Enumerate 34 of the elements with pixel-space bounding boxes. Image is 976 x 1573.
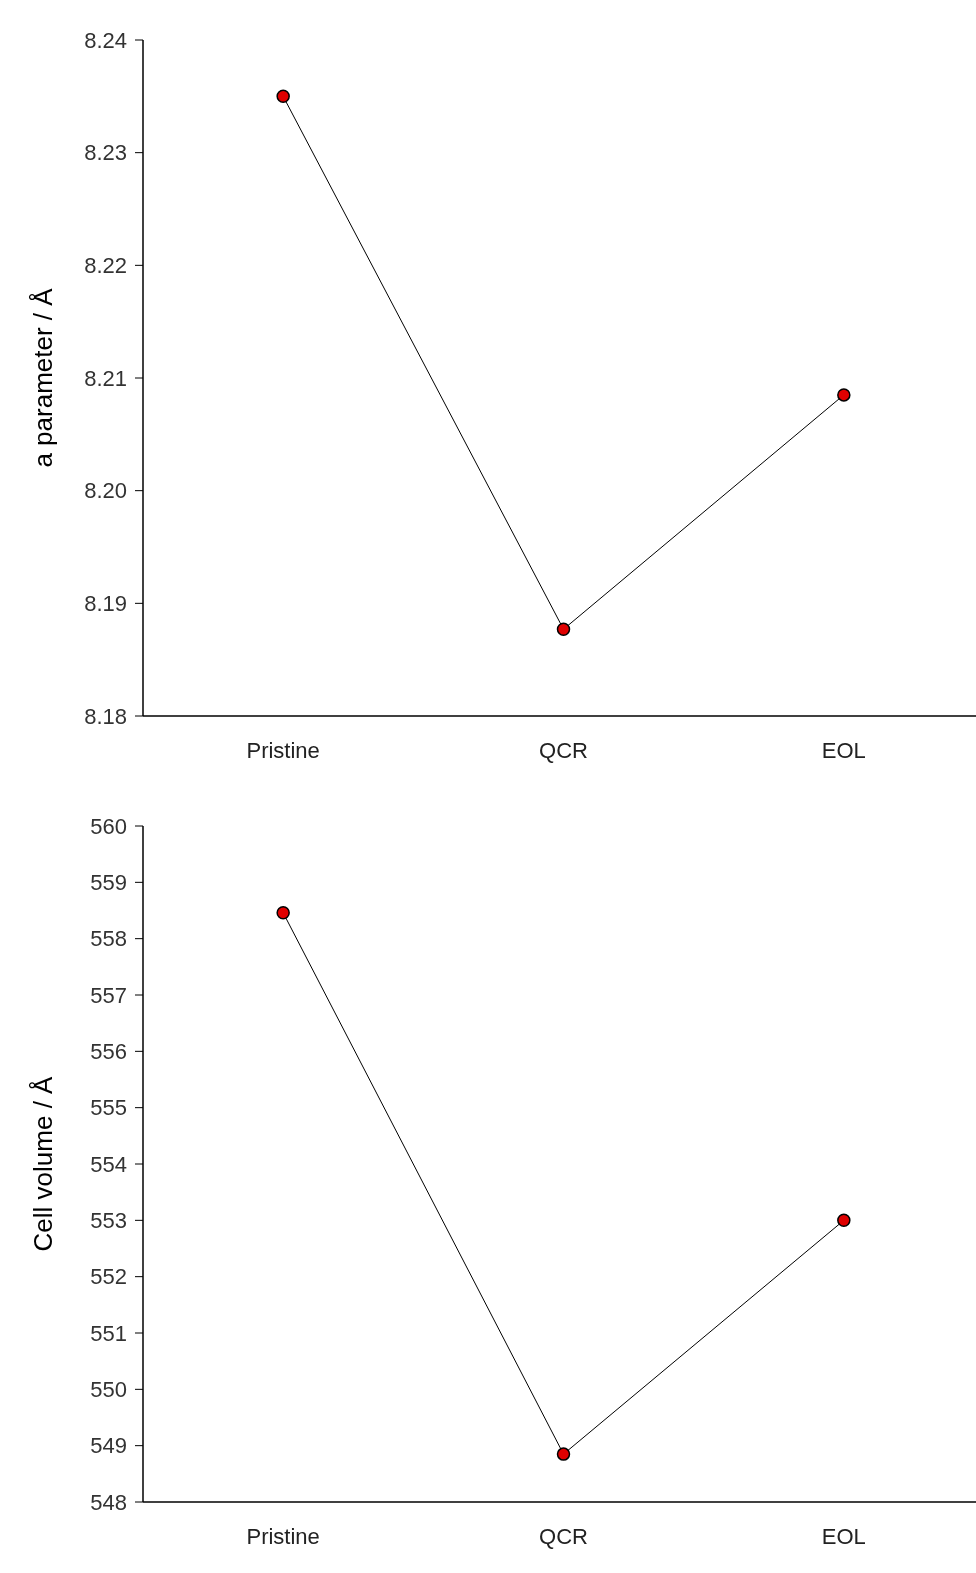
y-tick-label: 550 bbox=[90, 1377, 127, 1403]
x-tick-label: EOL bbox=[821, 1524, 866, 1549]
y-tick-label: 552 bbox=[90, 1264, 127, 1290]
y-tick-label: 8.20 bbox=[84, 478, 127, 504]
y-axis-title: a parameter / Å bbox=[28, 287, 58, 468]
y-tick-label: 553 bbox=[90, 1208, 127, 1234]
y-tick-label: 555 bbox=[90, 1095, 127, 1121]
y-axis-title: Cell volume / Å bbox=[28, 1075, 58, 1252]
point bbox=[556, 1447, 571, 1461]
y-tick-label: 556 bbox=[90, 1039, 127, 1065]
x-tick-label: QCR bbox=[539, 738, 588, 763]
y-tick-label: 8.19 bbox=[84, 591, 127, 617]
y-tick-label: 557 bbox=[90, 982, 127, 1008]
x-tick-label: Pristine bbox=[246, 738, 320, 763]
x-tick-label: EOL bbox=[821, 738, 866, 763]
point bbox=[276, 906, 290, 920]
y-tick-label: 8.22 bbox=[84, 253, 127, 279]
y-tick-label: 560 bbox=[90, 813, 127, 839]
point bbox=[276, 89, 290, 104]
y-tick-label: 548 bbox=[90, 1489, 127, 1515]
y-tick-label: 554 bbox=[90, 1151, 127, 1177]
y-tick-label: 559 bbox=[90, 870, 127, 896]
point bbox=[837, 1213, 851, 1228]
y-tick-label: 8.23 bbox=[84, 140, 127, 166]
y-tick-label: 551 bbox=[90, 1320, 127, 1346]
x-tick-label: Pristine bbox=[246, 1524, 320, 1549]
y-tick-label: 8.18 bbox=[84, 703, 127, 729]
y-tick-label: 8.24 bbox=[84, 27, 127, 53]
y-tick-label: 8.21 bbox=[84, 365, 127, 391]
point bbox=[556, 622, 571, 636]
y-tick-label: 549 bbox=[90, 1433, 127, 1459]
y-tick-label: 558 bbox=[90, 926, 127, 952]
x-tick-label: QCR bbox=[539, 1524, 588, 1549]
point bbox=[837, 388, 851, 402]
